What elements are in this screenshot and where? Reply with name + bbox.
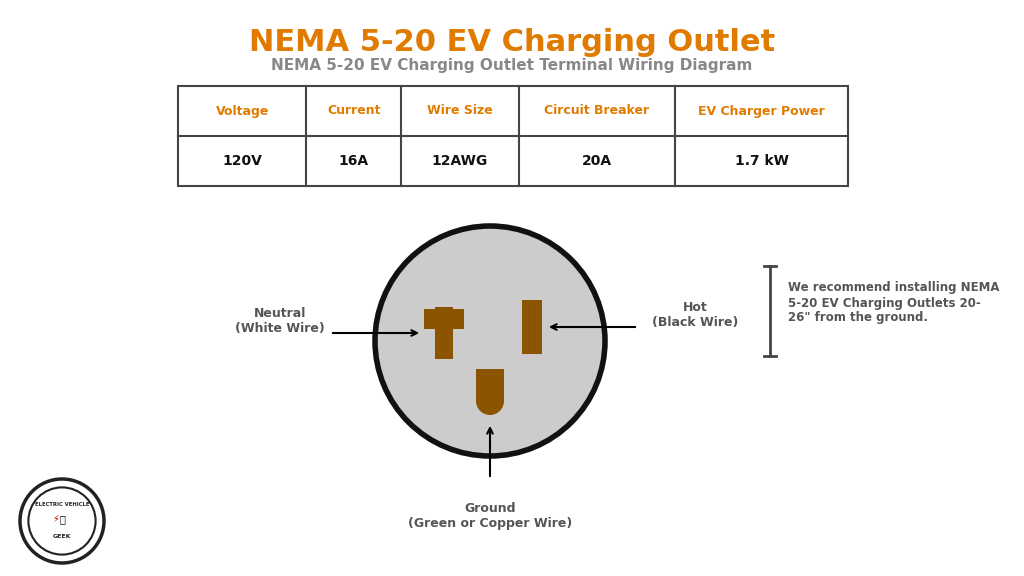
Text: 20A: 20A [582,154,611,168]
Text: 120V: 120V [222,154,262,168]
Text: 12AWG: 12AWG [432,154,488,168]
Wedge shape [476,401,504,415]
Bar [424,309,464,329]
Circle shape [29,487,95,555]
Bar [522,300,542,354]
Text: NEMA 5-20 EV Charging Outlet Terminal Wiring Diagram: NEMA 5-20 EV Charging Outlet Terminal Wi… [271,58,753,73]
Text: 16A: 16A [339,154,369,168]
Text: Voltage: Voltage [215,104,269,118]
Text: Hot
(Black Wire): Hot (Black Wire) [652,301,738,329]
Text: EV Charger Power: EV Charger Power [698,104,825,118]
Circle shape [375,226,605,456]
Text: 1.7 kW: 1.7 kW [734,154,788,168]
Bar [178,86,848,186]
Text: We recommend installing NEMA
5-20 EV Charging Outlets 20-
26" from the ground.: We recommend installing NEMA 5-20 EV Cha… [788,282,999,324]
Text: ⚡: ⚡ [52,514,59,524]
Text: Ground
(Green or Copper Wire): Ground (Green or Copper Wire) [408,502,572,530]
Text: Circuit Breaker: Circuit Breaker [544,104,649,118]
Text: Wire Size: Wire Size [427,104,493,118]
Bar [476,369,504,401]
Text: GEEK: GEEK [53,535,72,540]
Text: ELECTRIC VEHICLE: ELECTRIC VEHICLE [35,502,89,507]
Circle shape [20,479,104,563]
Text: Neutral
(White Wire): Neutral (White Wire) [236,307,325,335]
Text: NEMA 5-20 EV Charging Outlet: NEMA 5-20 EV Charging Outlet [249,28,775,57]
Bar [435,307,453,359]
Text: 🚗: 🚗 [59,514,65,524]
Text: Current: Current [327,104,381,118]
